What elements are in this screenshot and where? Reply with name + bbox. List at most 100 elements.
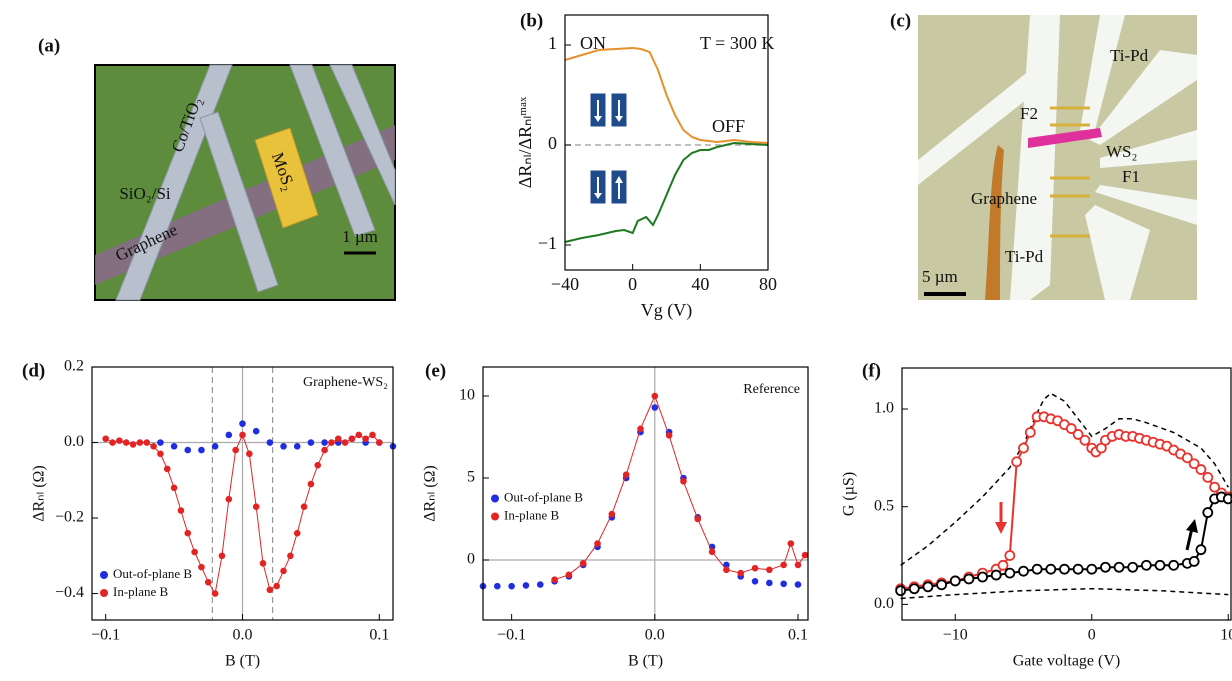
- x-tick-label: 0.1: [788, 627, 808, 644]
- panel-label: (b): [520, 10, 543, 31]
- annotation: Ti-Pd: [1110, 46, 1149, 65]
- data-point: [1072, 429, 1084, 440]
- x-tick-label: 80: [759, 274, 777, 294]
- data-point: [293, 529, 301, 537]
- annotation: ON: [580, 33, 606, 53]
- legend-marker: [491, 512, 499, 521]
- data-point: [102, 435, 109, 443]
- data-point: [508, 582, 515, 590]
- data-point: [225, 495, 233, 503]
- y-axis-label: ΔRₙₗ (Ω): [31, 465, 48, 522]
- series-line: [900, 587, 1229, 600]
- scale-label: 1 µm: [342, 227, 378, 246]
- data-point: [280, 442, 287, 450]
- data-point: [259, 560, 267, 567]
- annotation: Graphene-WS₂: [303, 375, 388, 390]
- y-tick-label: −0.4: [55, 584, 84, 601]
- data-point: [536, 581, 544, 588]
- y-tick-label: 1.0: [874, 400, 894, 417]
- panel-label: (e): [425, 360, 446, 381]
- data-point: [1018, 565, 1029, 577]
- data-point: [1209, 481, 1221, 493]
- data-point: [1202, 471, 1214, 483]
- y-tick-label: 0: [548, 133, 557, 153]
- y-tick-label: 10: [459, 387, 475, 404]
- data-point: [1188, 458, 1200, 470]
- data-point: [211, 442, 219, 450]
- data-point: [328, 439, 335, 446]
- data-point: [949, 575, 961, 587]
- data-point: [680, 477, 687, 485]
- data-point: [908, 583, 920, 595]
- y-axis-label: G (µS): [841, 472, 858, 516]
- data-point: [116, 437, 123, 444]
- y-tick-label: 0.5: [874, 497, 894, 514]
- data-point: [766, 579, 773, 587]
- data-point: [694, 515, 702, 523]
- data-point: [122, 439, 130, 446]
- legend-label: In-plane B: [113, 584, 169, 599]
- data-point: [157, 450, 164, 458]
- data-point: [977, 571, 988, 583]
- data-point: [1004, 567, 1016, 579]
- data-point: [787, 540, 795, 547]
- x-axis-label: B (T): [628, 653, 663, 670]
- data-point: [594, 540, 601, 547]
- data-point: [1168, 559, 1180, 571]
- data-point: [1011, 456, 1023, 468]
- x-axis-label: Gate voltage (V): [1013, 653, 1121, 670]
- data-point: [150, 442, 157, 450]
- data-point: [1113, 561, 1125, 573]
- data-point: [143, 439, 151, 446]
- data-point: [287, 552, 294, 560]
- data-point: [225, 431, 233, 439]
- data-point: [184, 529, 192, 537]
- data-point: [751, 564, 759, 572]
- x-tick-label: −0.1: [497, 627, 526, 644]
- legend-marker: [100, 571, 108, 579]
- y-tick-label: 1: [548, 33, 557, 53]
- data-point: [990, 569, 1002, 581]
- legend-label: Out-of-plane B: [113, 566, 192, 581]
- data-point: [737, 569, 745, 577]
- plot-frame: [564, 14, 769, 271]
- y-tick-label: 0.0: [874, 595, 894, 612]
- data-point: [273, 582, 281, 590]
- data-point: [1031, 563, 1043, 575]
- annotation: F1: [1122, 167, 1140, 186]
- series-line: [900, 495, 1229, 592]
- image-c: (c) Ti-Pd F2 WS₂ F1 Graphene Ti-Pd 5 µm: [890, 10, 1197, 300]
- data-point: [1195, 464, 1207, 475]
- data-point: [252, 503, 260, 511]
- x-tick-label: −10: [943, 627, 968, 644]
- annotation: OFF: [712, 116, 745, 136]
- data-point: [191, 548, 198, 556]
- image-a: (a) Co/TiO₂ SiO₂/Si MoS₂ Graphene 1 µm: [38, 35, 396, 301]
- data-point: [1181, 452, 1193, 464]
- data-point: [723, 561, 730, 569]
- data-point: [109, 439, 116, 446]
- x-axis-label: B (T): [225, 653, 260, 670]
- data-point: [266, 586, 274, 594]
- y-tick-label: 0.0: [64, 433, 84, 450]
- data-point: [170, 442, 178, 450]
- x-tick-label: −0.1: [91, 627, 120, 644]
- data-point: [341, 439, 349, 446]
- data-point: [355, 431, 363, 439]
- series-line: [900, 415, 1229, 590]
- x-tick-label: 0: [628, 274, 637, 294]
- data-point: [1059, 563, 1070, 575]
- data-point: [334, 435, 342, 443]
- data-point: [1065, 423, 1077, 434]
- data-point: [579, 559, 587, 567]
- data-point: [1072, 563, 1084, 575]
- series-line: [564, 141, 769, 243]
- data-point: [198, 563, 205, 571]
- series-line: [900, 392, 1229, 566]
- data-point: [551, 576, 558, 583]
- data-point: [922, 581, 934, 593]
- data-point: [723, 566, 730, 574]
- data-point: [239, 420, 246, 427]
- data-point: [1195, 544, 1207, 556]
